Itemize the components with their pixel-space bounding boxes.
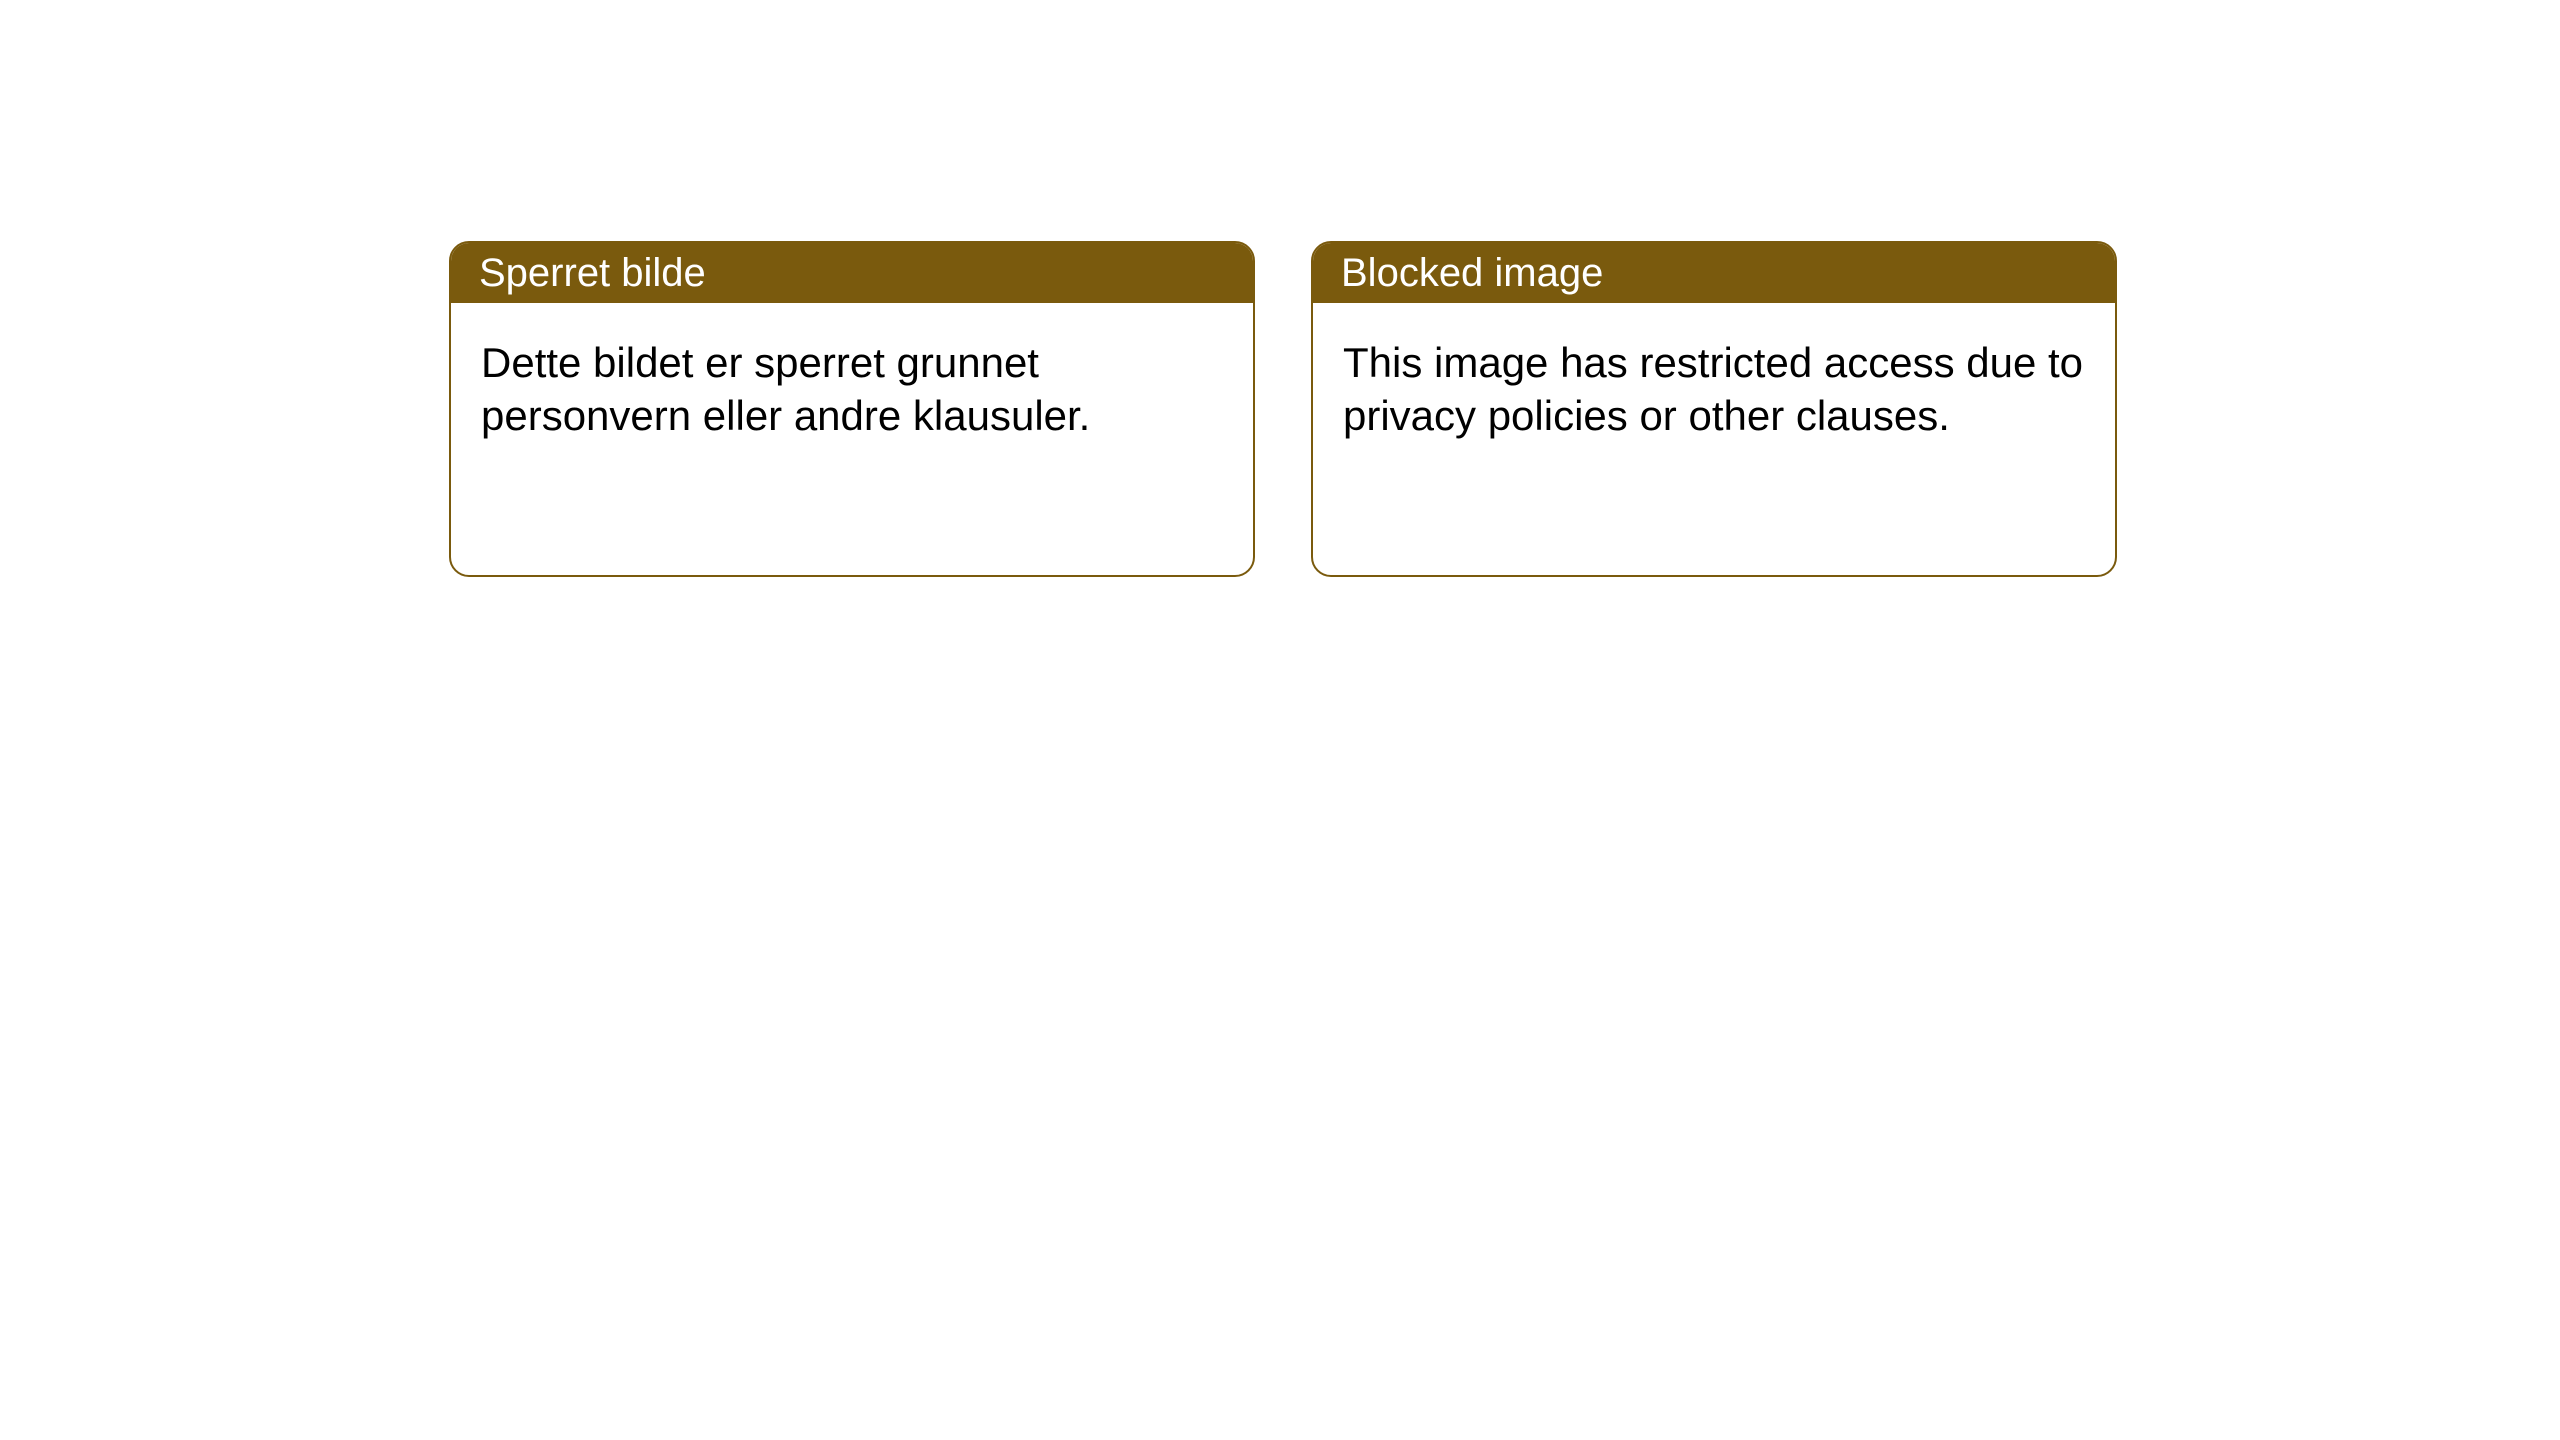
card-header: Blocked image	[1313, 243, 2115, 303]
card-header: Sperret bilde	[451, 243, 1253, 303]
card-body: Dette bildet er sperret grunnet personve…	[451, 303, 1253, 476]
card-message: This image has restricted access due to …	[1343, 337, 2085, 442]
card-title: Blocked image	[1341, 251, 1603, 296]
blocked-image-cards-container: Sperret bilde Dette bildet er sperret gr…	[449, 241, 2117, 577]
card-title: Sperret bilde	[479, 251, 706, 296]
card-message: Dette bildet er sperret grunnet personve…	[481, 337, 1223, 442]
blocked-image-card-norwegian: Sperret bilde Dette bildet er sperret gr…	[449, 241, 1255, 577]
blocked-image-card-english: Blocked image This image has restricted …	[1311, 241, 2117, 577]
card-body: This image has restricted access due to …	[1313, 303, 2115, 476]
